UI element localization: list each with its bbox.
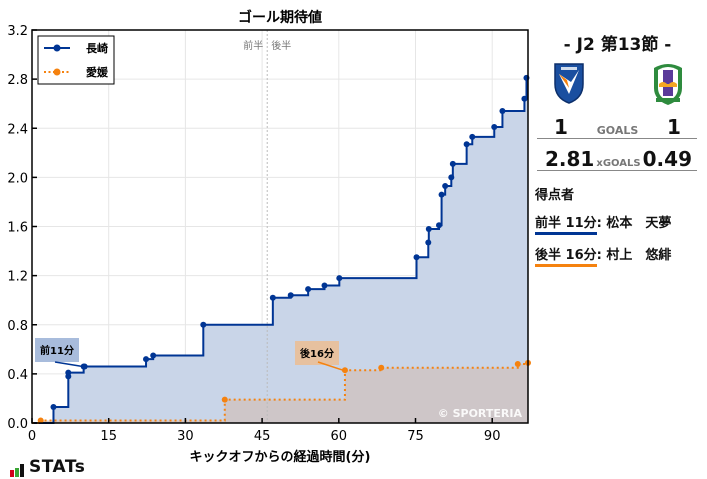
first-half-label: 前半: [243, 39, 263, 52]
legend-marker-nagasaki: [53, 44, 61, 52]
scorer-row: 後半 16分: 村上 悠緋: [535, 244, 671, 267]
home-team-logo: [553, 60, 585, 108]
second-half-label: 後半: [271, 39, 291, 52]
scorer-time: 後半 16分: [535, 248, 597, 267]
x-axis-label: キックオフからの経過時間(分): [190, 449, 371, 465]
data-point: [514, 361, 521, 368]
x-tick-label: 45: [254, 429, 271, 444]
data-point: [469, 133, 476, 140]
data-point: [499, 108, 506, 115]
data-point: [442, 182, 449, 189]
data-point: [425, 239, 432, 246]
data-point: [150, 352, 157, 359]
data-point: [336, 275, 343, 282]
round-title: - J2 第13節 -: [563, 35, 672, 55]
x-tick-label: 75: [407, 429, 424, 444]
data-point: [425, 225, 432, 232]
data-point: [305, 286, 312, 293]
annotation-box: [295, 341, 339, 365]
scorers-title: 得点者: [535, 188, 575, 203]
data-point: [449, 160, 456, 167]
data-point: [143, 356, 150, 363]
data-point: [287, 292, 294, 299]
data-point: [378, 364, 385, 371]
scorer-time: 前半 11分: [535, 216, 597, 235]
legend-marker-ehime: [53, 68, 61, 76]
data-point: [50, 404, 57, 411]
home-xg: 2.81: [545, 147, 595, 171]
x-tick-label: 15: [100, 429, 117, 444]
data-point: [463, 141, 470, 148]
data-point: [438, 191, 445, 198]
goals-label: GOALS: [596, 124, 639, 137]
data-point: [341, 367, 348, 374]
divider: [537, 170, 697, 171]
y-tick-label: 3.2: [7, 24, 28, 39]
scorers-list: 得点者 前半 11分: 松本 天夢 後半 16分: 村上 悠緋: [535, 184, 671, 267]
chart-title: ゴール期待値: [238, 9, 322, 26]
annotation-box: [35, 338, 79, 362]
data-point: [65, 369, 72, 376]
data-point: [521, 95, 528, 102]
scorer-row: 前半 11分: 松本 天夢: [535, 212, 671, 235]
legend: 長崎 愛媛: [37, 35, 115, 85]
y-tick-label: 0.4: [7, 368, 28, 383]
annotation-label: 前11分: [40, 344, 74, 357]
scorer-name: 村上 悠緋: [606, 248, 672, 263]
crest-icon: [654, 64, 682, 105]
area-fills: [32, 77, 528, 423]
data-point: [221, 396, 228, 403]
away-goals: 1: [667, 115, 681, 139]
x-tick-label: 60: [331, 429, 348, 444]
xgoals-row: 2.81 xGOALS 0.49: [535, 147, 700, 171]
shield-icon: [554, 63, 584, 104]
data-point: [413, 254, 420, 261]
halftime-marker: 前半 後半: [243, 30, 291, 423]
x-tick-label: 90: [484, 429, 501, 444]
x-tick-label: 30: [177, 429, 194, 444]
goals-row: 1 GOALS 1: [535, 115, 700, 139]
y-tick-label: 1.6: [7, 221, 28, 236]
data-point: [436, 222, 443, 229]
data-point: [200, 321, 207, 328]
brand-name: STATs: [29, 457, 86, 477]
data-point: [269, 294, 276, 301]
y-tick-label: 2.4: [7, 122, 28, 137]
stats-logo: STATs: [10, 457, 85, 477]
y-tick-label: 0.8: [7, 319, 28, 334]
y-tick-label: 2.0: [7, 171, 28, 186]
data-point: [321, 282, 328, 289]
legend-label-nagasaki: 長崎: [86, 41, 108, 55]
data-point: [491, 124, 498, 131]
y-tick-label: 0.0: [7, 417, 28, 432]
away-xg: 0.49: [642, 147, 692, 171]
home-goals: 1: [554, 115, 568, 139]
watermark: © SPORTERIA: [438, 407, 523, 420]
y-tick-label: 1.2: [7, 270, 28, 285]
series-lines: [32, 74, 531, 424]
divider: [537, 138, 697, 139]
xgoals-label: xGOALS: [596, 158, 641, 169]
annotation-label: 後16分: [300, 347, 334, 360]
data-point: [448, 174, 455, 181]
y-tick-label: 2.8: [7, 73, 28, 88]
x-tick-label: 0: [28, 429, 36, 444]
goal-annotations: 前11分 後16分: [35, 338, 344, 371]
legend-label-ehime: 愛媛: [86, 65, 109, 79]
data-point: [81, 363, 88, 370]
data-point: [37, 417, 44, 424]
axes: 0 15 30 45 60 75 90 0.0 0.4 0.8 1.2 1.6 2.0 2.4 2.8 3.2: [7, 24, 500, 444]
bar-chart-icon: [10, 464, 25, 477]
scorer-name: 松本 天夢: [606, 216, 672, 231]
away-team-logo: [650, 60, 686, 110]
